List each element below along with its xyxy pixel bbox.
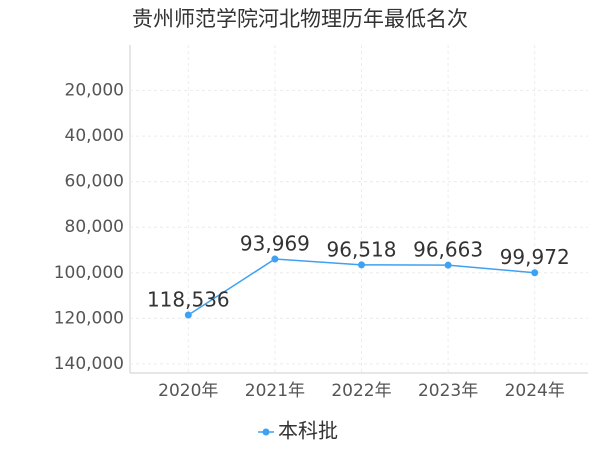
x-tick-label: 2021年 bbox=[245, 381, 305, 401]
value-label: 118,536 bbox=[147, 287, 230, 311]
point bbox=[358, 261, 365, 269]
x-tick-label: 2023年 bbox=[418, 381, 478, 401]
value-label: 93,969 bbox=[240, 232, 310, 256]
y-tick-label: 40,000 bbox=[65, 126, 124, 146]
point bbox=[444, 261, 452, 269]
value-label: 96,518 bbox=[327, 237, 397, 261]
value-label: 99,972 bbox=[500, 245, 570, 269]
point bbox=[184, 311, 192, 319]
x-tick-label: 2020年 bbox=[158, 381, 218, 401]
chart-title: 贵州师范学院河北物理历年最低名次 bbox=[132, 7, 468, 31]
y-tick-label: 100,000 bbox=[54, 263, 124, 283]
y-tick-label: 120,000 bbox=[54, 308, 124, 328]
x-tick-label: 2022年 bbox=[331, 381, 391, 401]
y-tick-label: 60,000 bbox=[65, 172, 124, 192]
y-tick-label: 20,000 bbox=[65, 81, 124, 101]
point bbox=[271, 255, 279, 263]
x-tick-label: 2024年 bbox=[505, 381, 565, 401]
y-tick-label: 140,000 bbox=[54, 354, 124, 374]
legend-marker bbox=[262, 428, 270, 436]
value-label: 96,663 bbox=[413, 238, 483, 262]
y-tick-label: 80,000 bbox=[65, 217, 124, 237]
point bbox=[531, 269, 539, 277]
legend-label: 本科批 bbox=[278, 419, 338, 443]
